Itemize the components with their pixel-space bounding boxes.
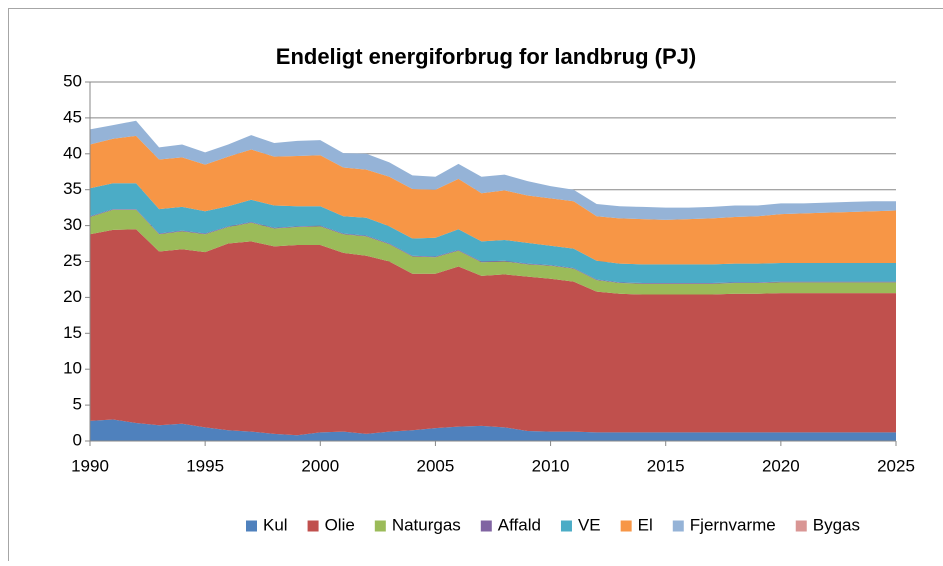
legend-item: Fjernvarme (673, 515, 776, 534)
legend-item: Bygas (796, 515, 860, 534)
legend-item: Affald (481, 515, 541, 534)
y-tick-label: 20 (63, 287, 82, 306)
legend-swatch (375, 521, 386, 532)
legend-item: Naturgas (375, 515, 461, 534)
y-tick-label: 0 (73, 430, 82, 449)
y-tick-label: 50 (63, 71, 82, 90)
legend-label: Fjernvarme (690, 515, 776, 534)
legend-swatch (796, 521, 807, 532)
legend-item: Olie (308, 515, 355, 534)
x-tick-label: 1995 (186, 456, 224, 475)
legend-swatch (621, 521, 632, 532)
chart-title: Endeligt energiforbrug for landbrug (PJ) (276, 44, 696, 69)
legend-label: VE (578, 515, 601, 534)
x-tick-label: 2015 (647, 456, 685, 475)
legend-swatch (308, 521, 319, 532)
y-tick-label: 35 (63, 179, 82, 198)
y-tick-label: 15 (63, 323, 82, 342)
legend-swatch (561, 521, 572, 532)
legend-swatch (246, 521, 257, 532)
legend-label: Affald (498, 515, 541, 534)
legend-swatch (481, 521, 492, 532)
y-tick-label: 40 (63, 143, 82, 162)
legend: Kul Olie Naturgas Affald VE El Fjernvarme Bygas (246, 515, 860, 534)
y-tick-label: 5 (73, 395, 82, 414)
x-tick-label: 2005 (417, 456, 455, 475)
plot-area (90, 121, 896, 441)
x-tick-label: 2020 (762, 456, 800, 475)
legend-item: El (621, 515, 653, 534)
x-tick-label: 1990 (71, 456, 109, 475)
y-tick-label: 30 (63, 215, 82, 234)
legend-label: Naturgas (392, 515, 461, 534)
legend-label: Kul (263, 515, 288, 534)
y-tick-label: 25 (63, 251, 82, 270)
legend-swatch (673, 521, 684, 532)
x-tick-label: 2000 (301, 456, 339, 475)
legend-item: VE (561, 515, 601, 534)
legend-label: El (638, 515, 653, 534)
x-tick-label: 2010 (532, 456, 570, 475)
y-tick-label: 10 (63, 359, 82, 378)
legend-label: Bygas (813, 515, 860, 534)
x-tick-label: 2025 (877, 456, 915, 475)
legend-label: Olie (325, 515, 355, 534)
y-tick-label: 45 (63, 107, 82, 126)
legend-item: Kul (246, 515, 288, 534)
